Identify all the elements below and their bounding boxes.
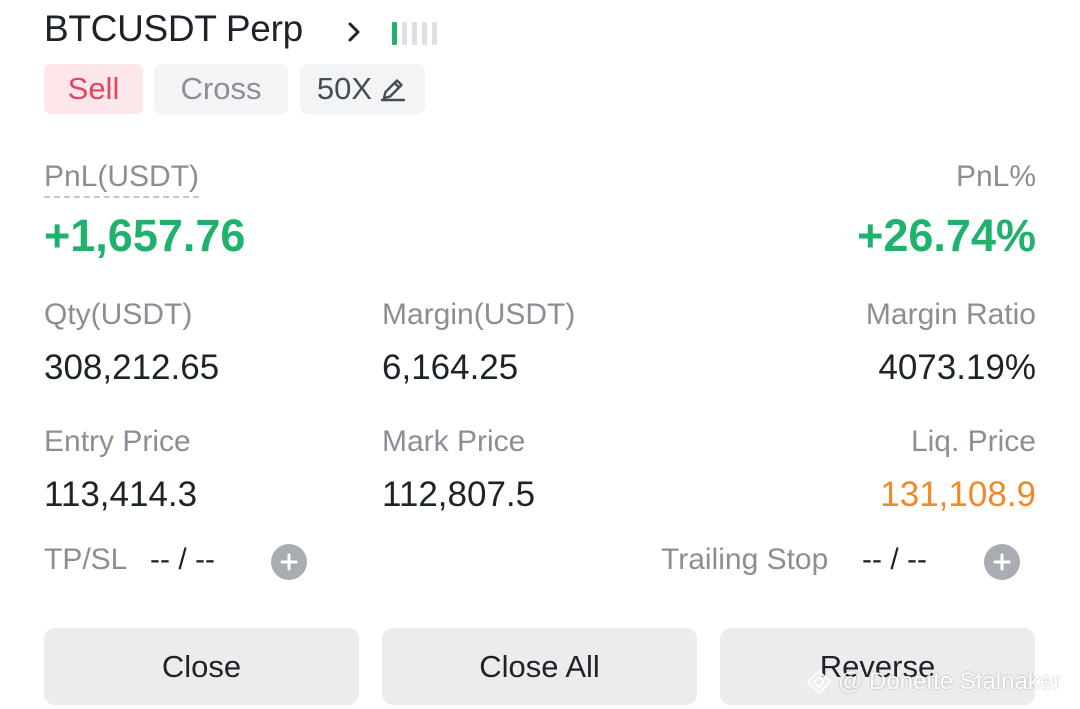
add-trailing-stop-button[interactable]	[984, 544, 1020, 580]
trailing-stop-label: Trailing Stop	[661, 543, 829, 576]
close-button[interactable]: Close	[44, 628, 359, 705]
mark-price-value: 112,807.5	[382, 475, 536, 514]
plus-icon	[280, 553, 298, 571]
tpsl-label: TP/SL	[44, 543, 128, 576]
margin-mode-button[interactable]: Cross	[154, 64, 288, 114]
trailing-stop-value: -- / --	[862, 543, 927, 576]
pnl-percent-value: +26.74%	[857, 210, 1036, 261]
plus-icon	[993, 553, 1011, 571]
close-all-button[interactable]: Close All	[382, 628, 697, 705]
reverse-button[interactable]: Reverse	[720, 628, 1035, 705]
diamond-logo-icon	[806, 669, 832, 695]
signal-bar	[392, 22, 397, 45]
add-tpsl-button[interactable]	[271, 544, 307, 580]
liq-price-label: Liq. Price	[910, 425, 1036, 458]
signal-strength-indicator	[392, 22, 437, 45]
entry-price-label: Entry Price	[44, 425, 191, 458]
watermark: @ Donette Stalnaker	[806, 668, 1061, 696]
margin-ratio-label: Margin Ratio	[865, 298, 1036, 331]
signal-bar	[422, 22, 427, 45]
pnl-percent-label: PnL%	[955, 160, 1036, 193]
signal-bar	[432, 22, 437, 45]
margin-value: 6,164.25	[382, 348, 519, 387]
pencil-icon	[380, 79, 406, 102]
liq-price-value: 131,108.9	[880, 475, 1036, 514]
signal-bar	[412, 22, 417, 45]
symbol-title[interactable]: BTCUSDT Perp	[44, 8, 303, 49]
pnl-label[interactable]: PnL(USDT)	[44, 160, 200, 198]
leverage-button[interactable]: 50X	[300, 64, 425, 114]
margin-label: Margin(USDT)	[382, 298, 576, 331]
mark-price-label: Mark Price	[382, 425, 526, 458]
side-badge: Sell	[44, 64, 143, 114]
watermark-text: @ Donette Stalnaker	[838, 668, 1062, 695]
tpsl-value: -- / --	[150, 543, 215, 576]
entry-price-value: 113,414.3	[44, 475, 198, 514]
qty-value: 308,212.65	[44, 348, 220, 387]
chevron-right-icon[interactable]	[340, 18, 368, 46]
pnl-value: +1,657.76	[44, 210, 246, 261]
margin-ratio-value: 4073.19%	[878, 348, 1036, 387]
signal-bar	[402, 22, 407, 45]
leverage-value: 50X	[316, 71, 373, 106]
qty-label: Qty(USDT)	[44, 298, 193, 331]
